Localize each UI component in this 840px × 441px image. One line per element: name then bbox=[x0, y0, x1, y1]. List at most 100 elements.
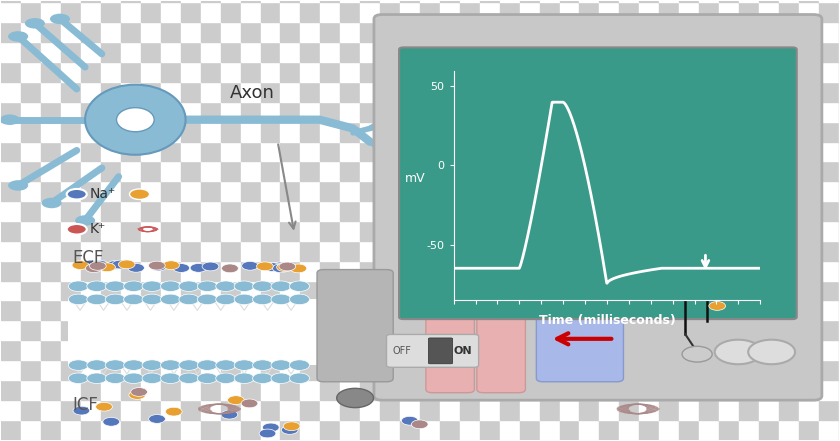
Bar bbox=[160, 221, 181, 241]
Circle shape bbox=[165, 407, 182, 416]
Circle shape bbox=[290, 294, 309, 305]
Bar bbox=[320, 340, 340, 360]
Bar bbox=[381, 201, 400, 221]
Bar bbox=[580, 82, 600, 102]
Bar bbox=[41, 241, 61, 261]
Bar bbox=[639, 181, 659, 201]
Bar bbox=[21, 320, 41, 340]
Bar bbox=[400, 42, 420, 62]
Bar bbox=[41, 42, 61, 62]
Bar bbox=[160, 82, 181, 102]
Bar bbox=[141, 201, 160, 221]
Bar bbox=[81, 221, 101, 241]
Bar bbox=[101, 320, 121, 340]
Bar bbox=[699, 201, 719, 221]
Circle shape bbox=[86, 264, 102, 273]
Bar bbox=[360, 181, 381, 201]
Bar bbox=[2, 2, 21, 22]
Bar bbox=[799, 261, 819, 280]
Bar bbox=[141, 320, 160, 340]
Bar bbox=[520, 142, 539, 161]
Bar bbox=[520, 420, 539, 440]
Bar bbox=[838, 360, 840, 380]
Bar bbox=[201, 22, 221, 42]
Bar bbox=[381, 420, 400, 440]
Bar bbox=[260, 420, 281, 440]
Bar bbox=[101, 241, 121, 261]
Bar bbox=[719, 380, 739, 400]
Bar bbox=[819, 142, 838, 161]
Bar bbox=[838, 300, 840, 320]
Bar bbox=[559, 221, 580, 241]
Circle shape bbox=[241, 399, 258, 408]
Circle shape bbox=[412, 420, 428, 429]
Bar bbox=[221, 340, 240, 360]
Circle shape bbox=[68, 281, 88, 292]
FancyBboxPatch shape bbox=[537, 269, 623, 382]
Bar bbox=[240, 62, 260, 82]
Bar bbox=[600, 42, 619, 62]
Bar bbox=[61, 221, 81, 241]
Bar bbox=[320, 102, 340, 122]
Bar bbox=[121, 122, 141, 142]
Bar bbox=[619, 102, 639, 122]
Bar bbox=[659, 360, 680, 380]
Bar bbox=[340, 241, 360, 261]
Bar bbox=[680, 0, 699, 2]
Bar bbox=[699, 122, 719, 142]
Bar bbox=[500, 241, 520, 261]
Bar bbox=[21, 280, 41, 300]
Bar bbox=[81, 280, 101, 300]
Bar bbox=[340, 261, 360, 280]
Bar bbox=[719, 42, 739, 62]
Bar bbox=[381, 380, 400, 400]
Bar bbox=[41, 340, 61, 360]
Bar bbox=[539, 320, 559, 340]
Bar bbox=[381, 2, 400, 22]
Bar bbox=[41, 420, 61, 440]
Bar bbox=[459, 0, 480, 2]
Bar bbox=[500, 0, 520, 2]
Bar bbox=[779, 2, 799, 22]
Bar bbox=[539, 42, 559, 62]
Bar bbox=[739, 161, 759, 181]
Bar bbox=[639, 340, 659, 360]
Bar bbox=[340, 102, 360, 122]
Bar bbox=[838, 201, 840, 221]
Circle shape bbox=[25, 18, 45, 29]
Bar bbox=[61, 340, 81, 360]
Bar bbox=[440, 142, 459, 161]
Bar bbox=[121, 42, 141, 62]
Bar bbox=[639, 0, 659, 2]
Bar bbox=[181, 181, 201, 201]
Bar bbox=[61, 280, 81, 300]
Circle shape bbox=[105, 294, 125, 305]
Bar bbox=[559, 201, 580, 221]
Bar bbox=[41, 360, 61, 380]
Circle shape bbox=[253, 360, 273, 370]
Bar bbox=[260, 320, 281, 340]
Bar bbox=[141, 142, 160, 161]
Bar bbox=[600, 380, 619, 400]
Bar bbox=[320, 2, 340, 22]
Bar bbox=[420, 380, 440, 400]
Ellipse shape bbox=[85, 85, 186, 155]
Bar bbox=[759, 360, 779, 380]
Circle shape bbox=[129, 391, 145, 400]
Text: Na⁺: Na⁺ bbox=[89, 187, 116, 201]
Bar bbox=[2, 261, 21, 280]
Bar bbox=[360, 280, 381, 300]
Bar bbox=[101, 420, 121, 440]
Bar bbox=[480, 22, 500, 42]
Circle shape bbox=[123, 373, 144, 384]
Bar bbox=[440, 62, 459, 82]
Bar bbox=[759, 300, 779, 320]
Bar bbox=[21, 221, 41, 241]
Bar bbox=[459, 122, 480, 142]
Circle shape bbox=[271, 360, 291, 370]
Bar bbox=[360, 201, 381, 221]
Circle shape bbox=[160, 360, 181, 370]
Bar bbox=[619, 142, 639, 161]
Bar bbox=[759, 42, 779, 62]
Bar bbox=[340, 82, 360, 102]
